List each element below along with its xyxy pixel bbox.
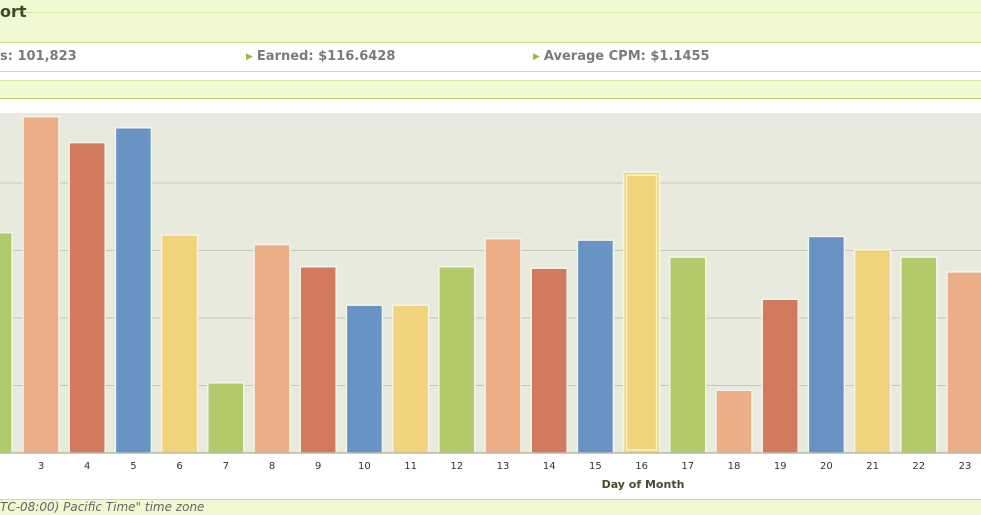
triangle-right-icon: ▶ xyxy=(533,52,540,62)
x-tick-label: 6 xyxy=(176,461,182,472)
report-header-band: ort xyxy=(0,0,981,43)
bar-day-13[interactable] xyxy=(484,237,522,454)
bar-day-20[interactable] xyxy=(807,235,846,454)
x-tick-label: 15 xyxy=(589,461,602,472)
bar-day-22[interactable] xyxy=(900,256,938,454)
bar-partial xyxy=(0,231,13,454)
x-tick-label: 23 xyxy=(959,461,972,472)
timezone-footer: TC-08:00) Pacific Time" time zone xyxy=(0,499,981,515)
impressions-stat: s: 101,823 xyxy=(0,49,77,64)
cpm-stat: ▶ Average CPM: $1.1455 xyxy=(533,49,710,64)
bar-day-19[interactable] xyxy=(761,298,799,454)
bar-day-15[interactable] xyxy=(576,239,615,454)
cpm-value: Average CPM: $1.1455 xyxy=(543,49,710,64)
bar-day-23[interactable] xyxy=(946,271,981,454)
bar-day-17[interactable] xyxy=(669,256,707,454)
bar-day-3[interactable] xyxy=(22,115,60,454)
header-rule xyxy=(0,12,981,13)
x-tick-label: 8 xyxy=(269,461,275,472)
earned-value: Earned: $116.6428 xyxy=(256,49,396,64)
bar-day-8[interactable] xyxy=(253,243,291,454)
triangle-right-icon: ▶ xyxy=(246,52,253,62)
x-tick-label: 7 xyxy=(223,461,229,472)
x-tick-labels: 3 4 5 6 7 8 9 10 11 12 13 14 15 16 17 18 19 20 21 22 23 xyxy=(38,461,972,472)
bars xyxy=(0,115,981,454)
x-tick-label: 13 xyxy=(497,461,510,472)
x-axis-label: Day of Month xyxy=(602,478,685,491)
bar-day-16[interactable] xyxy=(622,171,661,454)
daily-earnings-chart: 3 4 5 6 7 8 9 10 11 12 13 14 15 16 17 18 19 20 21 22 23 Day … xyxy=(0,113,981,498)
bar-day-9[interactable] xyxy=(299,265,337,454)
x-tick-label: 16 xyxy=(635,461,648,472)
bar-day-11[interactable] xyxy=(391,304,430,454)
report-title: ort xyxy=(0,2,27,21)
x-tick-label: 14 xyxy=(543,461,556,472)
x-tick-label: 9 xyxy=(315,461,321,472)
x-tick-label: 5 xyxy=(130,461,136,472)
bar-day-5[interactable] xyxy=(114,127,153,454)
bar-day-7[interactable] xyxy=(207,382,245,454)
x-tick-label: 12 xyxy=(450,461,463,472)
bar-day-6[interactable] xyxy=(160,234,199,454)
bar-highlight-outline xyxy=(625,174,658,451)
bar-day-10[interactable] xyxy=(345,304,384,454)
bar-day-12[interactable] xyxy=(438,265,476,454)
x-tick-label: 22 xyxy=(912,461,925,472)
x-tick-label: 17 xyxy=(681,461,694,472)
earned-stat: ▶ Earned: $116.6428 xyxy=(246,49,395,64)
bar-day-14[interactable] xyxy=(530,267,568,454)
chart-toolbar-band xyxy=(0,80,981,99)
stats-bar: s: 101,823 ▶ Earned: $116.6428 ▶ Average C… xyxy=(0,43,981,72)
x-tick-label: 20 xyxy=(820,461,833,472)
bar-day-18[interactable] xyxy=(715,389,753,454)
timezone-note: TC-08:00) Pacific Time" time zone xyxy=(0,500,205,514)
impressions-value: s: 101,823 xyxy=(0,49,77,64)
x-tick-label: 18 xyxy=(728,461,741,472)
x-tick-label: 11 xyxy=(404,461,417,472)
x-tick-label: 19 xyxy=(774,461,787,472)
x-tick-label: 10 xyxy=(358,461,371,472)
x-tick-label: 3 xyxy=(38,461,44,472)
x-tick-label: 4 xyxy=(84,461,90,472)
bar-day-4[interactable] xyxy=(68,141,106,454)
x-tick-label: 21 xyxy=(866,461,879,472)
chart-svg: 3 4 5 6 7 8 9 10 11 12 13 14 15 16 17 18 19 20 21 22 23 Day … xyxy=(0,113,981,491)
bar-day-21[interactable] xyxy=(853,248,892,454)
